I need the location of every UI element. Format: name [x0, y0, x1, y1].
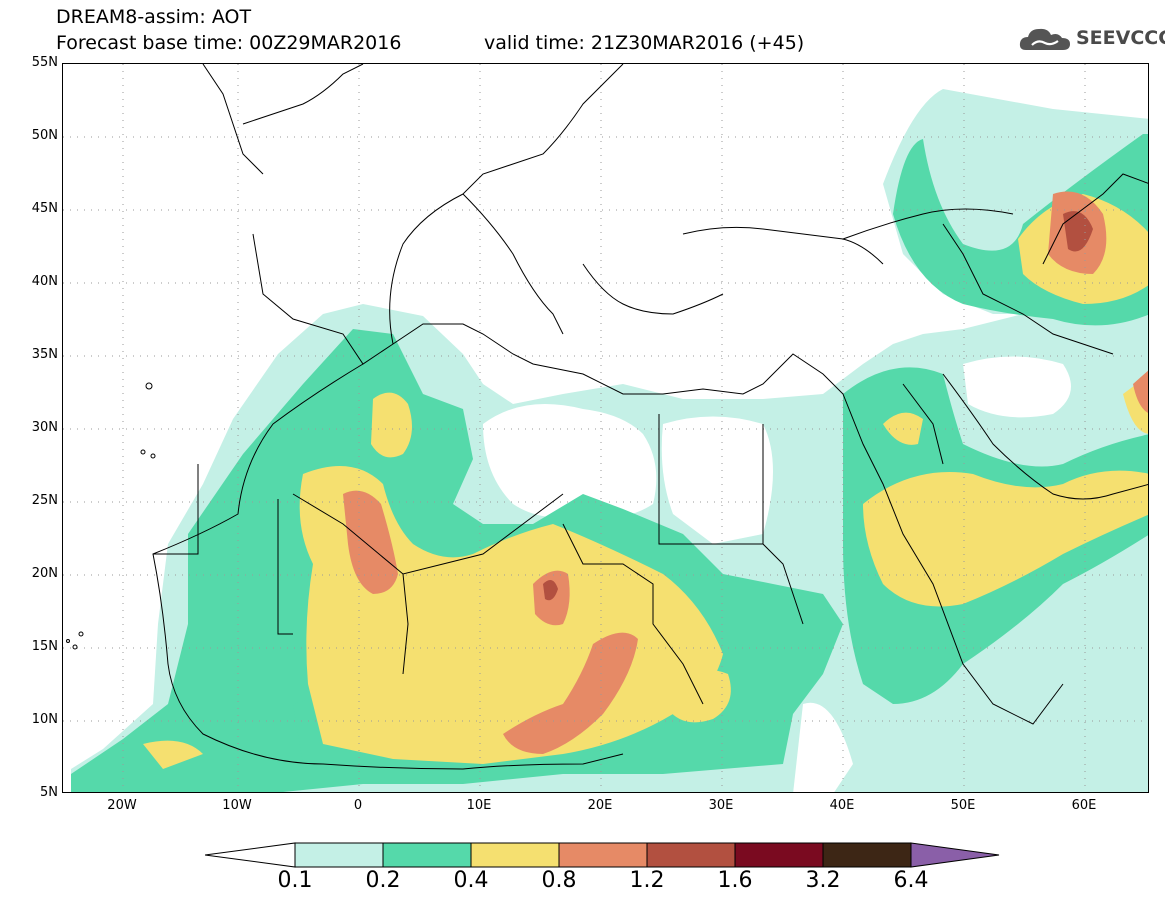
- colorbar: [204, 840, 1000, 870]
- aot-clear-areas: [483, 356, 1071, 792]
- lat-label-20n: 20N: [31, 566, 58, 581]
- cloud-icon: [1019, 28, 1070, 50]
- colorbar-label-1.2: 1.2: [629, 868, 665, 893]
- lat-label-55n: 55N: [31, 55, 58, 70]
- lat-label-10n: 10N: [31, 712, 58, 727]
- colorbar-swatch-1.6: [734, 842, 824, 868]
- colorbar-swatch-0.2: [382, 842, 472, 868]
- aot-0.8-shading: [343, 191, 1148, 754]
- lon-label-10w: 10W: [222, 798, 252, 813]
- colorbar-label-0.4: 0.4: [453, 868, 489, 893]
- islands: [66, 382, 156, 650]
- colorbar-label-0.2: 0.2: [365, 868, 401, 893]
- colorbar-label-6.4: 6.4: [893, 868, 929, 893]
- colorbar-lower-arrow: [204, 842, 296, 868]
- colorbar-swatch-0.8: [558, 842, 648, 868]
- colorbar-swatch-0.4: [470, 842, 560, 868]
- valid-time: valid time: 21Z30MAR2016 (+45): [484, 32, 805, 54]
- lon-label-40e: 40E: [829, 798, 855, 813]
- colorbar-swatch-3.2: [822, 842, 912, 868]
- colorbar-svg: [204, 842, 1000, 868]
- lat-label-5n: 5N: [40, 785, 58, 800]
- colorbar-upper-arrow: [910, 842, 1000, 868]
- colorbar-swatch-0.1: [294, 842, 384, 868]
- aot-1.2-shading: [543, 211, 1093, 601]
- forecast-base-time: Forecast base time: 00Z29MAR2016: [56, 32, 402, 54]
- lon-label-0: 0: [353, 798, 363, 813]
- logo-text: SEEVCCC: [1076, 27, 1165, 49]
- lat-label-35n: 35N: [31, 347, 58, 362]
- lon-label-60e: 60E: [1071, 798, 1097, 813]
- lat-label-45n: 45N: [31, 201, 58, 216]
- colorbar-label-0.1: 0.1: [277, 868, 313, 893]
- lon-label-20e: 20E: [587, 798, 613, 813]
- lat-label-30n: 30N: [31, 420, 58, 435]
- colorbar-label-1.6: 1.6: [717, 868, 753, 893]
- lon-label-30e: 30E: [708, 798, 734, 813]
- lat-label-50n: 50N: [31, 128, 58, 143]
- lat-lon-grid: [63, 64, 1148, 792]
- aot-map: [62, 63, 1149, 793]
- lat-label-40n: 40N: [31, 274, 58, 289]
- lat-label-25n: 25N: [31, 493, 58, 508]
- map-title: DREAM8-assim: AOT: [56, 6, 252, 28]
- lon-label-10e: 10E: [466, 798, 492, 813]
- map-canvas: [63, 64, 1148, 792]
- colorbar-label-3.2: 3.2: [805, 868, 841, 893]
- seevccc-logo: SEEVCCC: [1018, 24, 1165, 54]
- coastlines-borders: [152, 64, 1148, 770]
- lat-label-15n: 15N: [31, 639, 58, 654]
- lon-label-20w: 20W: [107, 798, 137, 813]
- colorbar-label-0.8: 0.8: [541, 868, 577, 893]
- colorbar-swatch-1.2: [646, 842, 736, 868]
- lon-label-50e: 50E: [950, 798, 976, 813]
